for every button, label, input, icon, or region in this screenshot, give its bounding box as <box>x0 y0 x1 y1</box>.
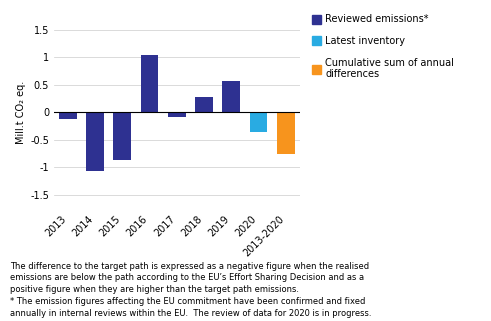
Legend: Reviewed emissions*, Latest inventory, Cumulative sum of annual
differences: Reviewed emissions*, Latest inventory, C… <box>312 14 454 79</box>
Bar <box>59 112 77 119</box>
Bar <box>140 55 158 112</box>
Bar <box>168 112 186 117</box>
Bar <box>222 81 240 112</box>
Bar <box>86 112 104 171</box>
Bar <box>195 97 213 112</box>
Y-axis label: Mill.t CO₂ eq.: Mill.t CO₂ eq. <box>16 81 26 144</box>
Bar <box>250 112 268 132</box>
Text: The difference to the target path is expressed as a negative figure when the rea: The difference to the target path is exp… <box>10 262 371 318</box>
Bar <box>113 112 131 160</box>
Bar <box>277 112 295 154</box>
